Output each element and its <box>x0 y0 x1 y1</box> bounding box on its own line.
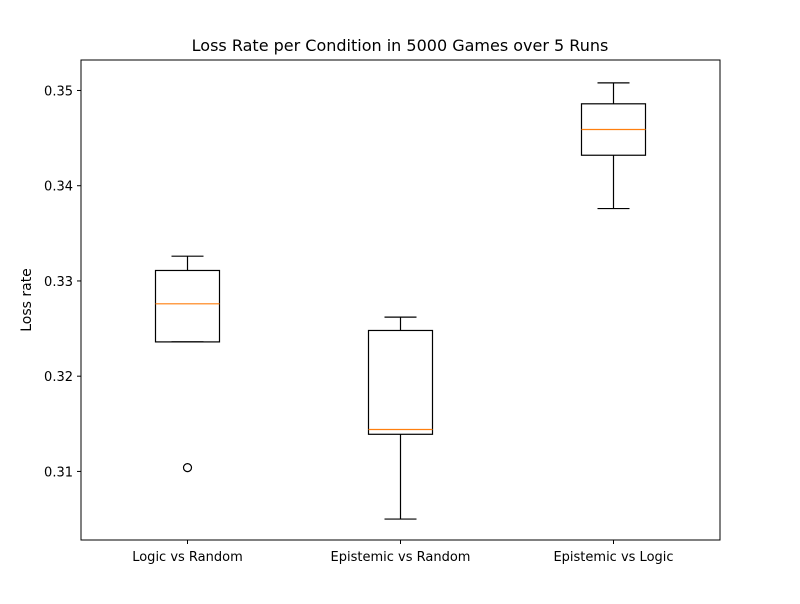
chart-title: Loss Rate per Condition in 5000 Games ov… <box>192 36 609 55</box>
y-tick-label: 0.33 <box>44 275 73 290</box>
outlier-point <box>182 463 193 473</box>
plot-area: 0.31 0.32 0.33 0.34 0.35 Logic vs Random Epist… <box>44 82 674 565</box>
y-tick-label: 0.31 <box>44 465 73 480</box>
y-tick-label: 0.32 <box>44 370 73 385</box>
x-tick-label: Epistemic vs Random <box>331 550 471 565</box>
x-tick-label: Logic vs Random <box>132 550 243 565</box>
y-axis-label: Loss rate <box>19 268 35 332</box>
axes-frame <box>80 59 721 541</box>
y-tick-label: 0.34 <box>44 180 73 195</box>
box-body <box>367 329 434 435</box>
box-body <box>154 269 221 343</box>
y-tick-label: 0.35 <box>44 84 73 99</box>
x-tick-label: Epistemic vs Logic <box>553 550 673 565</box>
